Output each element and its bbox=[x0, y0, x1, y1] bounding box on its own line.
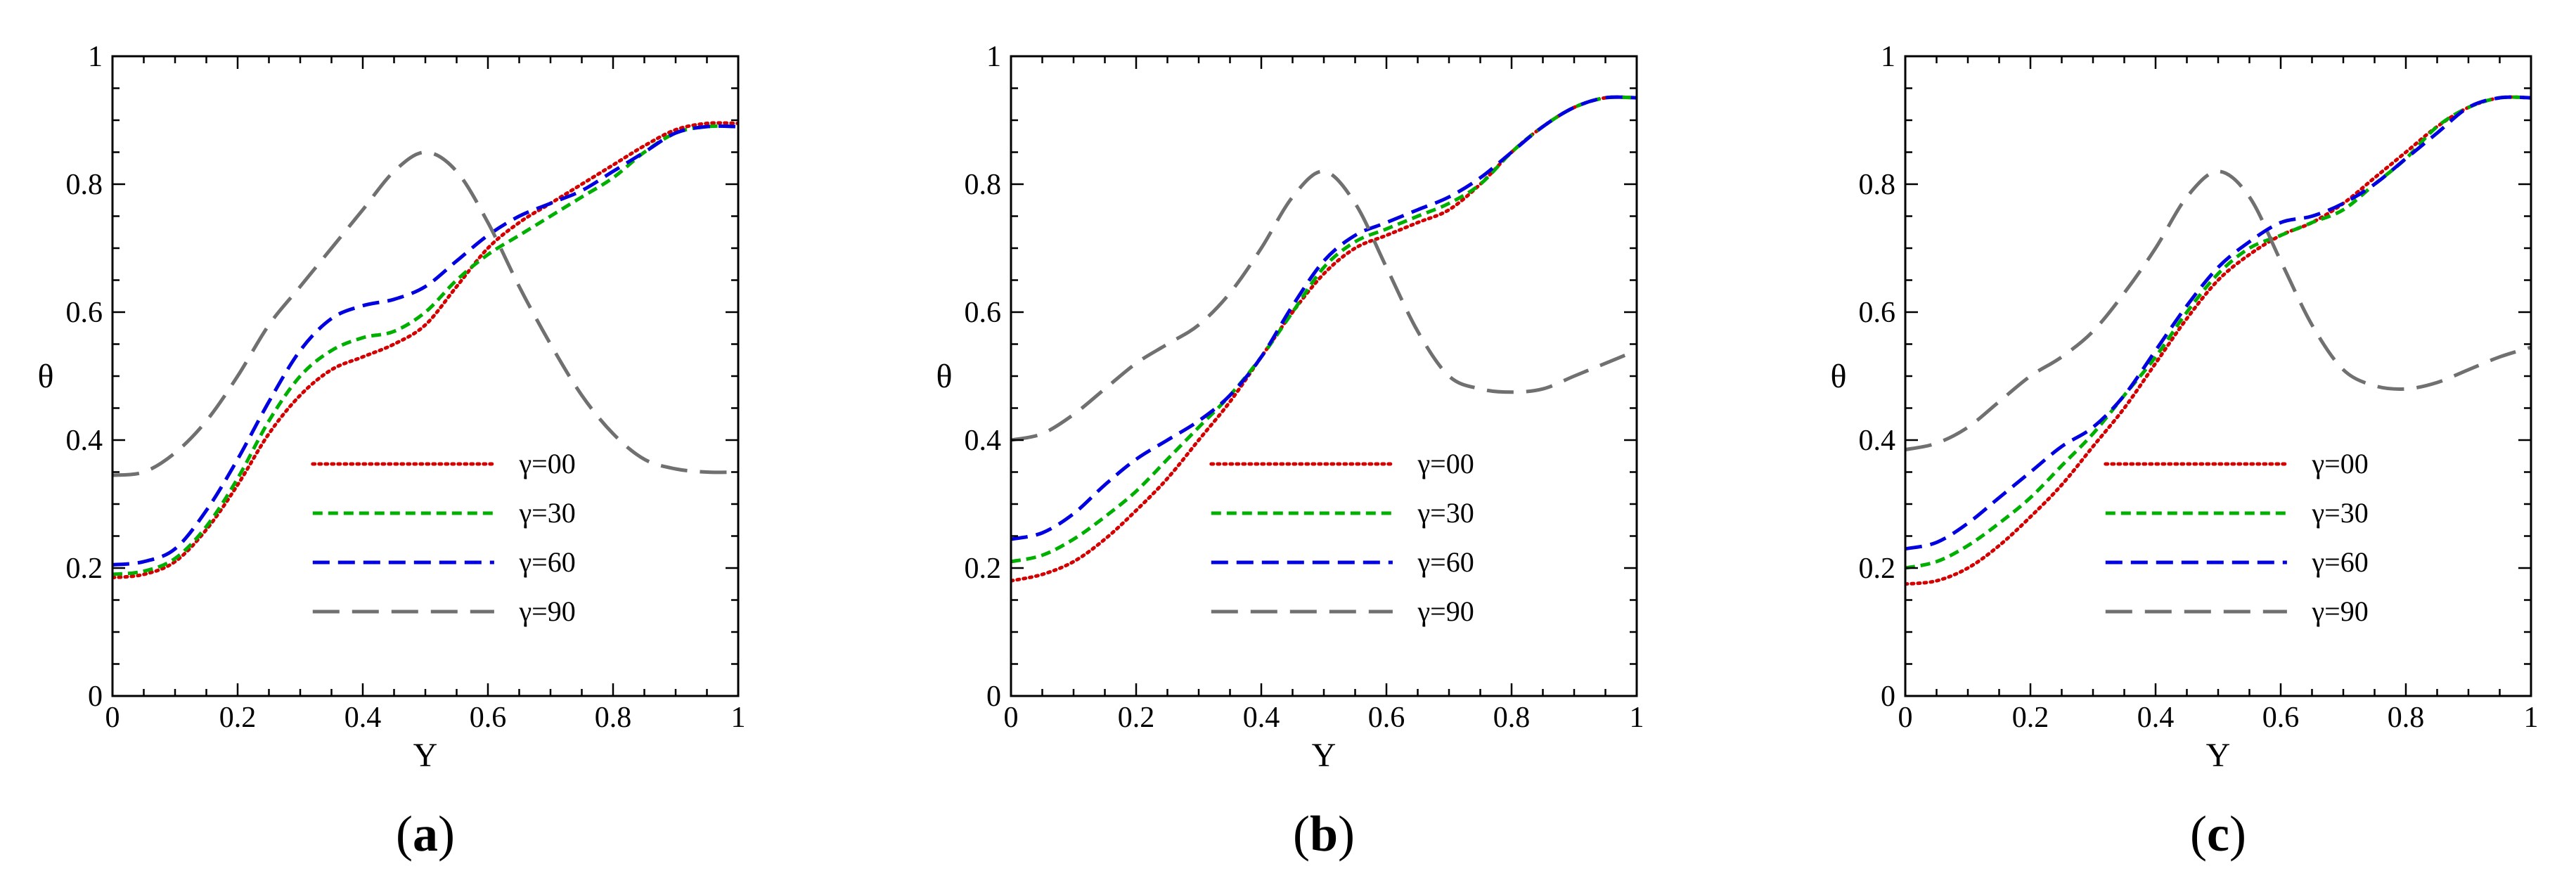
legend-label-4: γ=90 bbox=[1417, 595, 1474, 627]
x-tick-label: 0.8 bbox=[1493, 702, 1531, 734]
chart-panel-a: 0 0.2 0.4 0.6 0.8 100.20.40.60.81Yθγ=00γ=30γ=… bbox=[38, 41, 746, 862]
panel-caption: (c) bbox=[2190, 806, 2246, 862]
series-line-2 bbox=[112, 124, 738, 576]
caption-close-paren: ) bbox=[1338, 806, 1355, 862]
legend-label-4: γ=90 bbox=[519, 595, 576, 627]
chart-panel-c: 0 0.2 0.4 0.6 0.8 100.20.40.60.81Yθγ=00γ=30γ=… bbox=[1831, 41, 2539, 862]
plot-frame bbox=[1010, 55, 1638, 697]
legend-label-2: γ=30 bbox=[2312, 497, 2369, 529]
x-tick-label: 0 bbox=[1004, 702, 1019, 734]
series-line-2 bbox=[1905, 95, 2531, 570]
y-tick-label: 1 bbox=[88, 41, 103, 73]
caption-letter: b bbox=[1310, 806, 1338, 862]
ticks-group bbox=[1904, 55, 2532, 697]
y-tick-label: 0.2 bbox=[66, 553, 103, 585]
x-axis-label: Y bbox=[2206, 737, 2231, 774]
series-line-4 bbox=[1905, 169, 2531, 452]
series-line-4 bbox=[112, 150, 738, 477]
y-tick-label: 0.6 bbox=[965, 297, 1002, 329]
y-tick-label: 0.2 bbox=[965, 553, 1002, 585]
series-line-1 bbox=[112, 121, 738, 580]
caption-letter: a bbox=[413, 806, 438, 862]
caption-open-paren: ( bbox=[396, 806, 413, 862]
legend-label-2: γ=30 bbox=[519, 497, 576, 529]
legend: γ=00 γ=30 γ=60 γ=90 bbox=[311, 448, 576, 627]
series-group bbox=[1011, 95, 1637, 583]
series-line-3 bbox=[1011, 95, 1637, 541]
y-axis-label: θ bbox=[1831, 358, 1847, 395]
series-line-3 bbox=[1905, 95, 2531, 551]
series-line-1 bbox=[1011, 95, 1637, 583]
y-tick-label: 0.4 bbox=[965, 425, 1002, 457]
y-tick-label: 1 bbox=[986, 41, 1001, 73]
caption-close-paren: ) bbox=[2229, 806, 2246, 862]
y-axis-label: θ bbox=[936, 358, 953, 395]
series-group bbox=[1905, 95, 2531, 586]
x-tick-label: 0.4 bbox=[344, 702, 382, 734]
x-tick-label: 0 bbox=[1898, 702, 1913, 734]
y-tick-label: 0.4 bbox=[1859, 425, 1896, 457]
legend-label-1: γ=00 bbox=[1417, 448, 1474, 479]
legend-label-1: γ=00 bbox=[519, 448, 576, 479]
legend: γ=00 γ=30 γ=60 γ=90 bbox=[2104, 448, 2369, 627]
legend-label-4: γ=90 bbox=[2312, 595, 2369, 627]
x-tick-label: 1 bbox=[2524, 702, 2539, 734]
series-line-4 bbox=[1011, 169, 1637, 442]
legend-label-2: γ=30 bbox=[1417, 497, 1474, 529]
legend: γ=00 γ=30 γ=60 γ=90 bbox=[1209, 448, 1474, 627]
legend-label-3: γ=60 bbox=[519, 546, 576, 578]
ticks-group bbox=[1010, 55, 1638, 697]
plot-frame bbox=[1904, 55, 2532, 697]
y-tick-label: 0 bbox=[986, 681, 1001, 713]
legend-label-3: γ=60 bbox=[1417, 546, 1474, 578]
caption-open-paren: ( bbox=[1293, 806, 1310, 862]
caption-open-paren: ( bbox=[2190, 806, 2207, 862]
chart-panel-b: 0 0.2 0.4 0.6 0.8 100.20.40.60.81Yθγ=00γ=30γ=… bbox=[936, 41, 1644, 862]
y-tick-label: 0.8 bbox=[66, 169, 103, 201]
series-group bbox=[112, 121, 738, 580]
x-tick-label: 0.8 bbox=[595, 702, 632, 734]
y-tick-label: 1 bbox=[1881, 41, 1895, 73]
legend-label-3: γ=60 bbox=[2312, 546, 2369, 578]
legend-label-1: γ=00 bbox=[2312, 448, 2369, 479]
y-tick-label: 0.8 bbox=[965, 169, 1002, 201]
y-axis-label: θ bbox=[38, 358, 54, 395]
y-tick-label: 0.6 bbox=[1859, 297, 1896, 329]
x-tick-label: 0.6 bbox=[1368, 702, 1405, 734]
series-line-3 bbox=[112, 124, 738, 567]
caption-letter: c bbox=[2207, 806, 2229, 862]
x-tick-label: 1 bbox=[731, 702, 746, 734]
x-tick-label: 0.4 bbox=[1243, 702, 1280, 734]
caption-close-paren: ) bbox=[438, 806, 455, 862]
x-tick-label: 0.8 bbox=[2388, 702, 2425, 734]
panel-caption: (b) bbox=[1293, 806, 1355, 862]
x-tick-label: 1 bbox=[1630, 702, 1644, 734]
x-axis-label: Y bbox=[413, 737, 438, 774]
y-tick-label: 0.2 bbox=[1859, 553, 1896, 585]
x-tick-label: 0.6 bbox=[2262, 702, 2300, 734]
y-tick-label: 0.4 bbox=[66, 425, 103, 457]
x-tick-label: 0 bbox=[105, 702, 120, 734]
y-tick-label: 0 bbox=[1881, 681, 1895, 713]
x-tick-label: 0.4 bbox=[2137, 702, 2175, 734]
x-tick-label: 0.2 bbox=[1118, 702, 1155, 734]
y-tick-label: 0.8 bbox=[1859, 169, 1896, 201]
y-tick-label: 0.6 bbox=[66, 297, 103, 329]
x-tick-label: 0.2 bbox=[219, 702, 257, 734]
x-axis-label: Y bbox=[1312, 737, 1337, 774]
x-tick-label: 0.6 bbox=[470, 702, 507, 734]
y-tick-label: 0 bbox=[88, 681, 103, 713]
ticks-group bbox=[111, 55, 740, 697]
panel-caption: (a) bbox=[396, 806, 455, 862]
series-line-2 bbox=[1011, 95, 1637, 564]
x-tick-label: 0.2 bbox=[2012, 702, 2049, 734]
series-line-1 bbox=[1905, 95, 2531, 586]
